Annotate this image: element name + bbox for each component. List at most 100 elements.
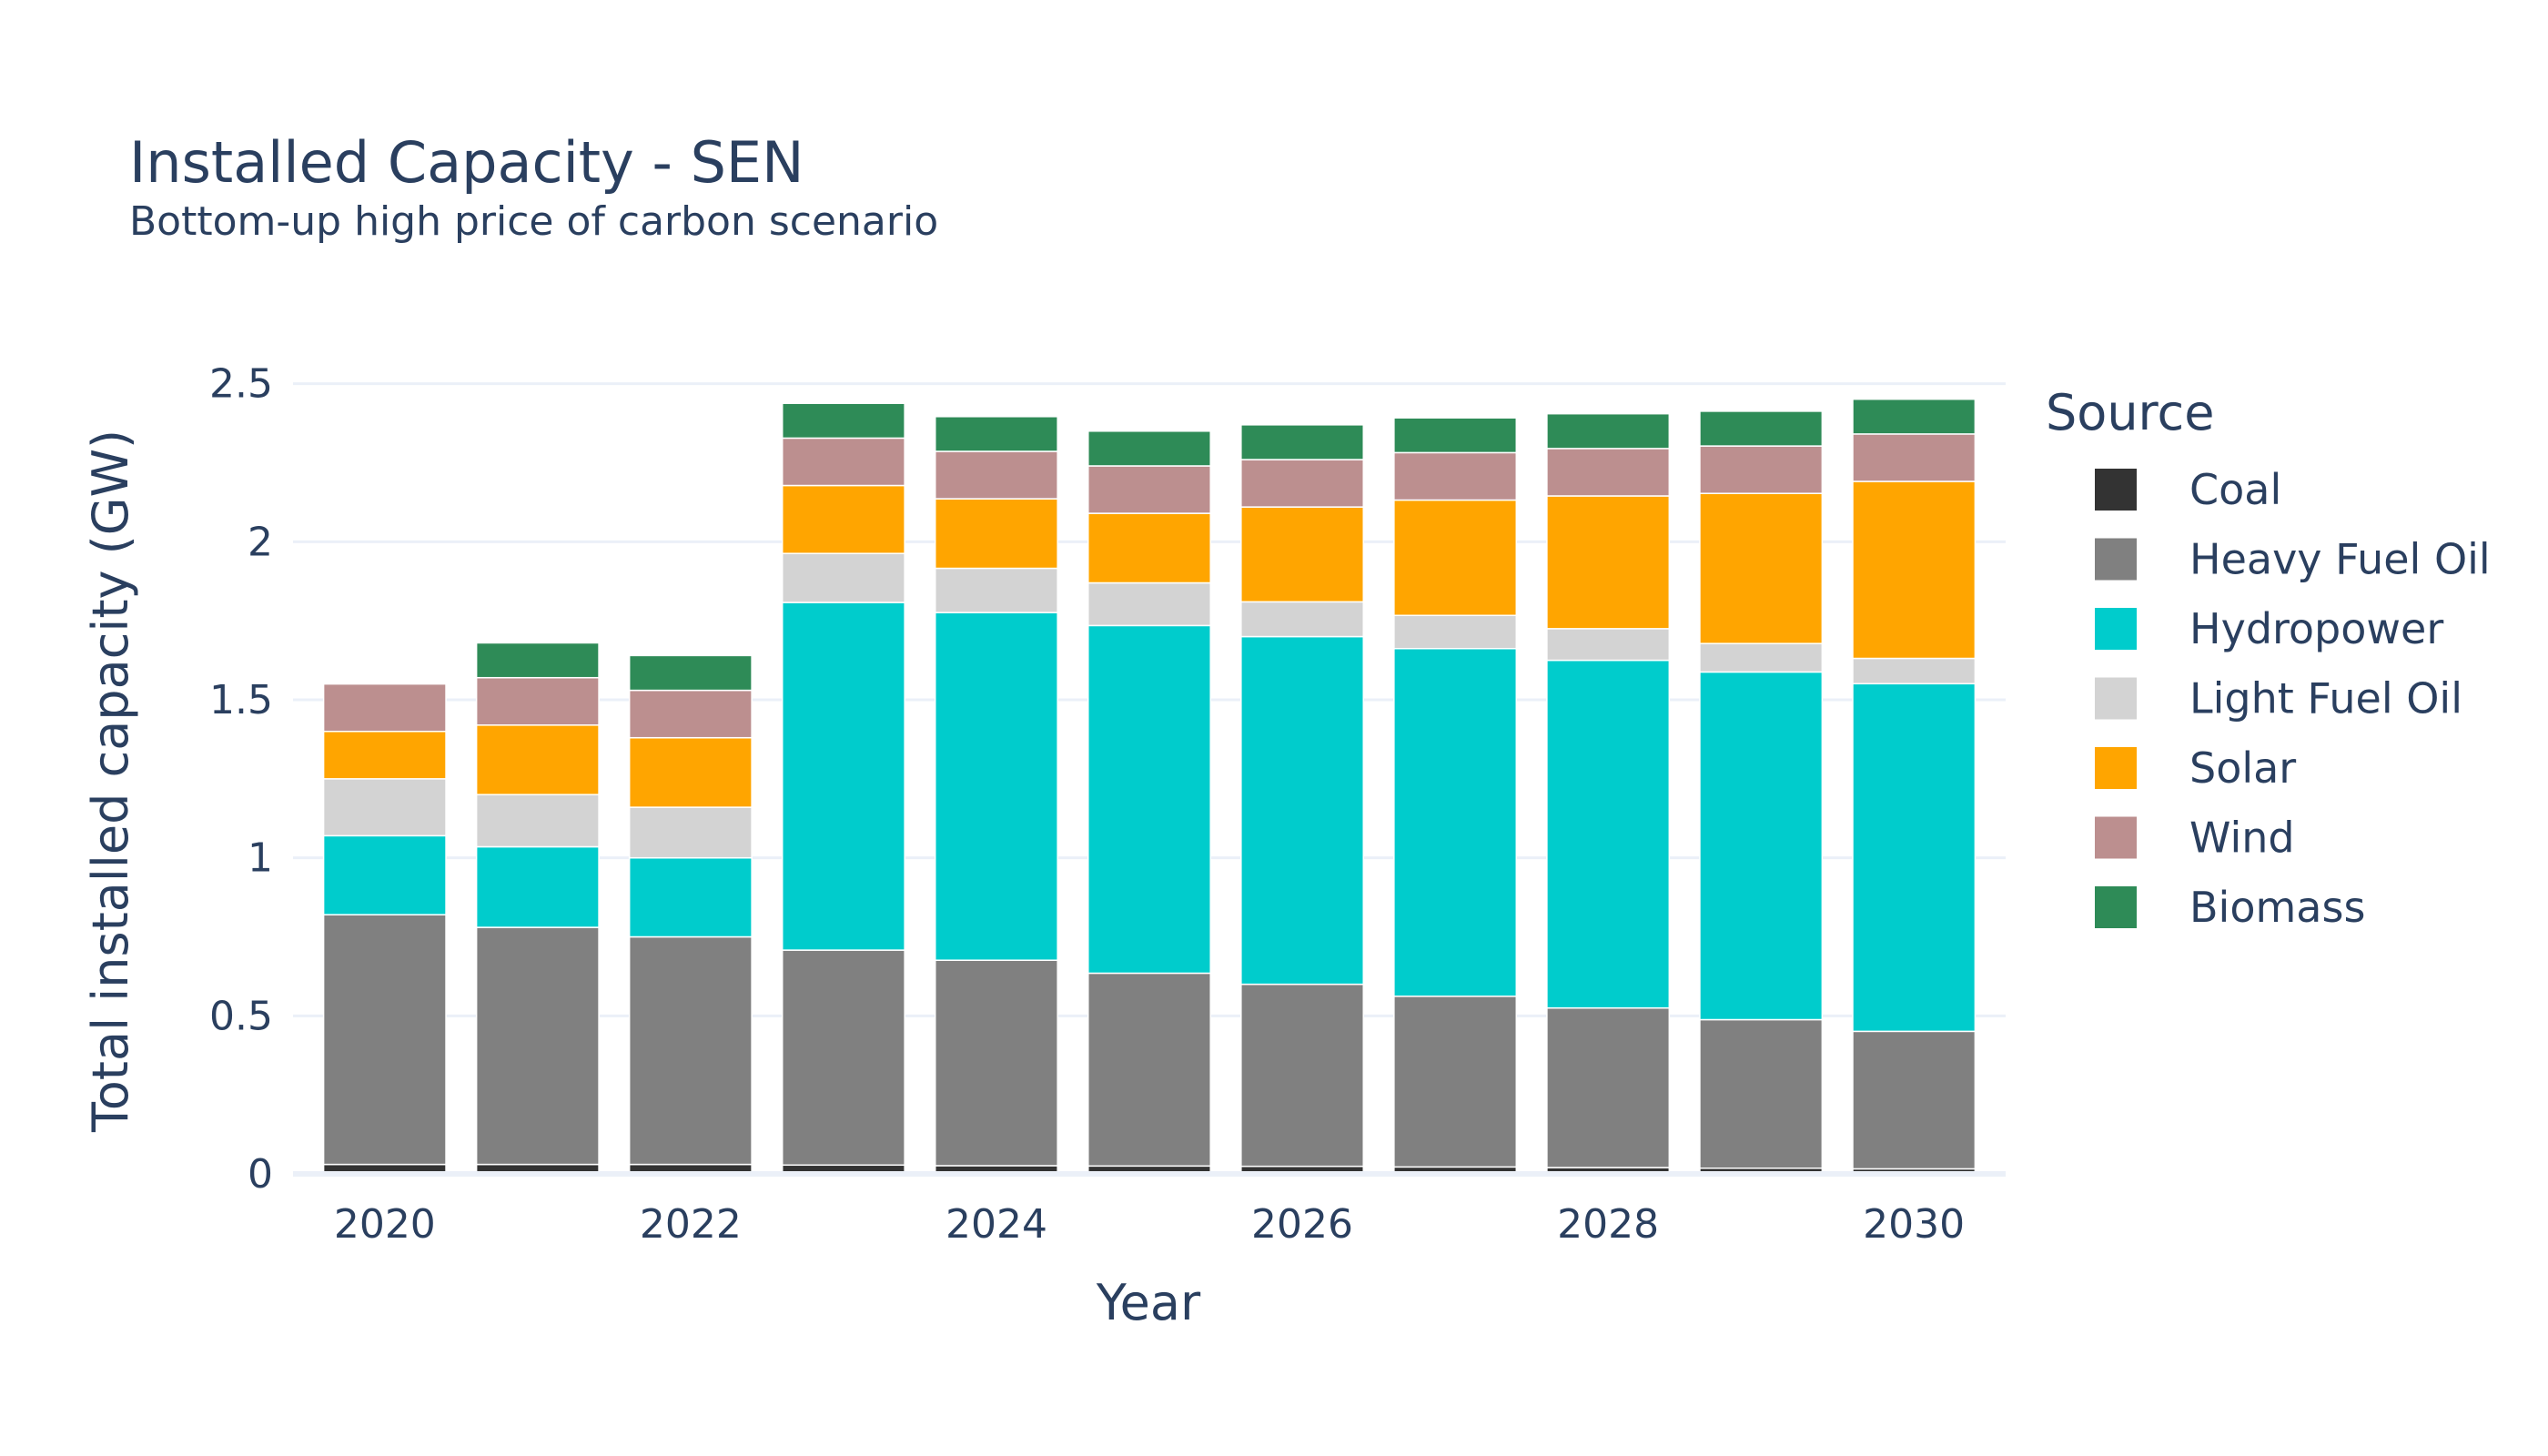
legend-swatch-light-fuel-oil: [2095, 677, 2137, 720]
bar-hydropower-2027: [1393, 647, 1518, 997]
bar-biomass-2024: [935, 416, 1058, 452]
bar-light-fuel-oil-2030: [1852, 657, 1977, 685]
bar-hydropower-2025: [1087, 624, 1211, 975]
bar-heavy-fuel-oil-2022: [628, 935, 753, 1166]
x-axis-title: Year: [1096, 1274, 1201, 1331]
legend-label: Coal: [2189, 465, 2281, 514]
y-tick-label: 1: [248, 835, 273, 882]
bar-hydropower-2024: [935, 612, 1058, 961]
legend-label: Biomass: [2189, 883, 2365, 932]
bars: [322, 398, 1977, 1175]
bar-wind-2025: [1087, 465, 1211, 514]
y-axis-title: Total installed capacity (GW): [82, 430, 139, 1133]
bar-biomass-2023: [781, 402, 905, 440]
legend-label: Hydropower: [2189, 604, 2443, 653]
bar-biomass-2021: [475, 642, 600, 679]
bar-solar-2022: [628, 736, 753, 808]
bar-wind-2020: [322, 682, 447, 733]
legend-swatch-hydropower: [2095, 608, 2137, 650]
bar-heavy-fuel-oil-2020: [322, 914, 447, 1166]
x-axis-ticks: 2020 2022 2024 2026 2028 2030: [334, 1201, 1965, 1248]
bar-light-fuel-oil-2026: [1240, 601, 1364, 638]
bar-wind-2028: [1546, 448, 1671, 497]
legend-label: Light Fuel Oil: [2189, 674, 2462, 723]
bar-solar-2025: [1087, 512, 1211, 584]
bar-hydropower-2026: [1240, 635, 1364, 986]
bar-solar-2026: [1240, 506, 1364, 603]
bar-wind-2024: [935, 450, 1058, 500]
bar-light-fuel-oil-2022: [628, 806, 753, 859]
bar-light-fuel-oil-2028: [1546, 628, 1671, 662]
bar-solar-2023: [781, 484, 905, 554]
bar-light-fuel-oil-2021: [475, 794, 600, 848]
bar-biomass-2027: [1393, 417, 1518, 454]
bar-wind-2021: [475, 676, 600, 726]
bar-hydropower-2021: [475, 845, 600, 928]
x-tick-label: 2024: [945, 1201, 1047, 1248]
bar-solar-2021: [475, 724, 600, 795]
bar-heavy-fuel-oil-2021: [475, 926, 600, 1166]
x-tick-label: 2030: [1863, 1201, 1965, 1248]
y-tick-label: 0.5: [209, 993, 273, 1039]
bar-hydropower-2029: [1699, 671, 1824, 1021]
legend-label: Solar: [2189, 743, 2296, 793]
legend-swatch-solar: [2095, 747, 2137, 789]
bar-light-fuel-oil-2024: [935, 567, 1058, 613]
bar-hydropower-2023: [781, 602, 905, 951]
bar-wind-2030: [1852, 433, 1977, 482]
bar-heavy-fuel-oil-2030: [1852, 1030, 1977, 1170]
bar-biomass-2025: [1087, 430, 1211, 467]
chart-title: Installed Capacity - SEN: [129, 129, 804, 196]
x-tick-label: 2028: [1557, 1201, 1659, 1248]
y-tick-label: 2: [248, 519, 273, 565]
chart-subtitle: Bottom-up high price of carbon scenario: [129, 198, 938, 245]
bar-heavy-fuel-oil-2023: [781, 949, 905, 1167]
bar-solar-2024: [935, 498, 1058, 570]
x-tick-label: 2026: [1251, 1201, 1353, 1248]
legend-swatch-wind: [2095, 816, 2137, 859]
bar-solar-2027: [1393, 499, 1518, 617]
bar-light-fuel-oil-2027: [1393, 614, 1518, 650]
legend: Source Coal Heavy Fuel Oil Hydropower Light…: [2046, 384, 2491, 932]
bar-biomass-2028: [1546, 412, 1671, 450]
bar-hydropower-2028: [1546, 659, 1671, 1009]
bar-wind-2022: [628, 689, 753, 739]
bar-wind-2026: [1240, 459, 1364, 508]
bar-light-fuel-oil-2023: [781, 552, 905, 603]
bar-light-fuel-oil-2029: [1699, 642, 1824, 673]
bar-solar-2028: [1546, 495, 1671, 630]
y-tick-label: 0: [248, 1151, 273, 1198]
bar-biomass-2030: [1852, 398, 1977, 435]
bar-wind-2027: [1393, 451, 1518, 501]
legend-label: Wind: [2189, 814, 2295, 863]
bar-solar-2029: [1699, 492, 1824, 644]
bar-heavy-fuel-oil-2029: [1699, 1018, 1824, 1169]
bar-wind-2023: [781, 437, 905, 487]
bar-heavy-fuel-oil-2025: [1087, 972, 1211, 1168]
bar-biomass-2022: [628, 654, 753, 692]
bar-hydropower-2022: [628, 856, 753, 938]
bar-solar-2030: [1852, 480, 1977, 660]
y-tick-label: 1.5: [209, 677, 273, 723]
bar-hydropower-2030: [1852, 682, 1977, 1033]
bar-solar-2020: [322, 730, 447, 780]
y-tick-label: 2.5: [209, 361, 273, 408]
bar-biomass-2029: [1699, 410, 1824, 447]
x-tick-label: 2020: [334, 1201, 436, 1248]
bar-light-fuel-oil-2025: [1087, 581, 1211, 627]
bar-heavy-fuel-oil-2027: [1393, 996, 1518, 1168]
legend-swatch-heavy-fuel-oil: [2095, 538, 2137, 581]
y-axis-ticks: 0 0.5 1 1.5 2 2.5: [209, 361, 273, 1198]
bar-wind-2029: [1699, 445, 1824, 494]
bar-heavy-fuel-oil-2026: [1240, 983, 1364, 1168]
legend-swatch-coal: [2095, 469, 2137, 511]
x-tick-label: 2022: [640, 1201, 742, 1248]
legend-swatch-biomass: [2095, 886, 2137, 928]
bar-heavy-fuel-oil-2028: [1546, 1006, 1671, 1168]
bar-light-fuel-oil-2020: [322, 778, 447, 837]
legend-label: Heavy Fuel Oil: [2189, 535, 2491, 584]
bar-biomass-2026: [1240, 424, 1364, 460]
bar-heavy-fuel-oil-2024: [935, 959, 1058, 1167]
bar-hydropower-2020: [322, 834, 447, 915]
